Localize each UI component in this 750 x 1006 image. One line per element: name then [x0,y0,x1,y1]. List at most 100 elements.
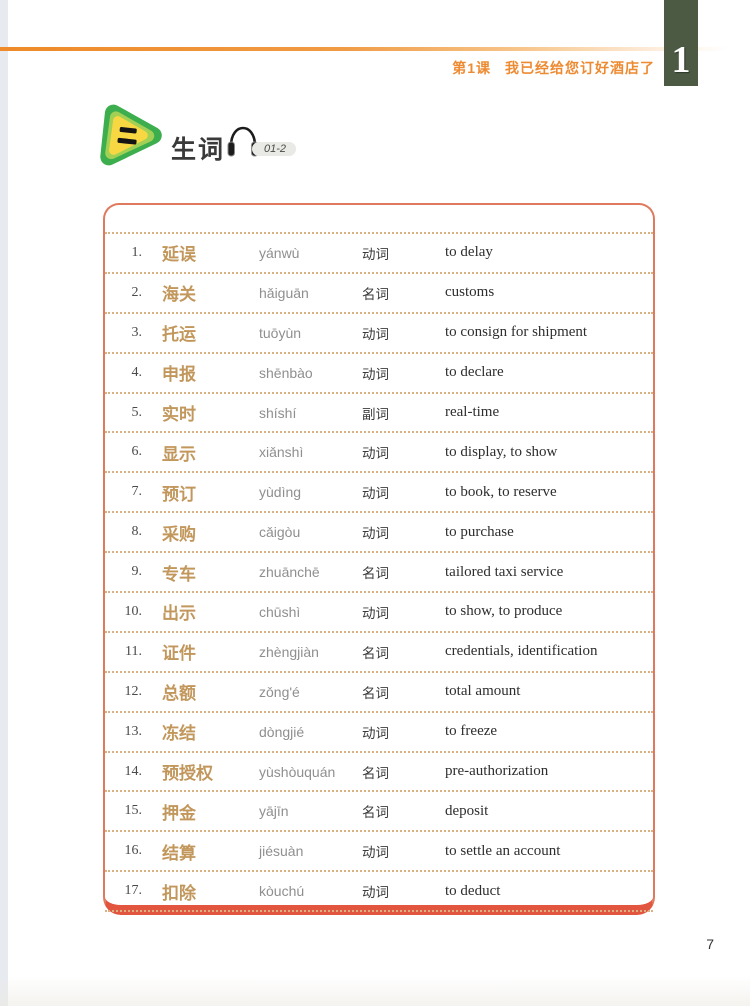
vocab-part-of-speech: 动词 [362,326,389,342]
vocab-word-chinese: 证件 [162,644,196,664]
vocab-word-chinese: 海关 [162,285,196,305]
vocab-number: 14. [124,763,143,779]
vocab-part-of-speech: 名词 [362,765,389,781]
vocab-word-chinese: 总额 [162,684,196,704]
vocab-row: 13. 冻结 dòngjié 动词 to freeze [105,710,653,751]
vocab-part-of-speech: 名词 [362,645,389,661]
vocab-english-meaning: to delay [445,244,493,261]
audio-track-label: 01-2 [252,142,297,156]
vocab-part-of-speech: 动词 [362,526,389,542]
vocab-english-meaning: to declare [445,364,504,381]
vocab-number: 10. [124,603,143,619]
vocab-number: 6. [131,444,143,460]
vocab-english-meaning: real-time [445,404,500,420]
vocab-word-chinese: 预订 [162,484,196,504]
vocab-pinyin: yánwù [259,244,300,261]
vocab-pinyin: chūshì [259,603,301,620]
vocab-word-chinese: 托运 [162,325,196,345]
vocab-row: 6. 显示 xiǎnshì 动词 to display, to show [105,431,653,471]
vocab-row: 7. 预订 yùdìng 动词 to book, to reserve [105,471,653,511]
vocab-pinyin: kòuchú [259,883,305,900]
vocab-number: 13. [124,723,143,739]
vocab-part-of-speech: 动词 [362,885,389,901]
vocab-part-of-speech: 名词 [362,566,389,582]
page-bottom-shading [0,976,750,1006]
vocab-row: 3. 托运 tuōyùn 动词 to consign for shipment [105,311,653,352]
vocab-number: 5. [131,404,143,420]
vocab-row: 16. 结算 jiésuàn 动词 to settle an account [105,830,653,870]
vocab-pinyin: cǎigòu [259,524,301,541]
vocab-number: 9. [131,564,143,580]
vocab-number: 7. [131,484,143,500]
vocab-word-chinese: 押金 [162,803,196,823]
vocab-pinyin: yùshòuquán [259,763,336,780]
vocab-row: 1. 延误 yánwù 动词 to delay [105,232,653,272]
vocab-number: 3. [131,324,143,340]
vocab-row: 2. 海关 hǎiguān 名词 customs [105,271,653,312]
vocab-row: 9. 专车 zhuānchē 名词 tailored taxi service [105,551,653,591]
vocab-number: 1. [131,244,143,260]
vocab-pinyin: yājīn [259,803,289,820]
vocab-table: 1. 延误 yánwù 动词 to delay 2. 海关 hǎiguān 名词… [103,203,655,915]
vocab-english-meaning: to settle an account [445,842,561,859]
vocab-number: 17. [124,883,143,899]
vocab-pinyin: xiǎnshì [259,444,304,461]
vocab-pinyin: dòngjié [259,723,305,740]
vocab-pinyin: zhuānchē [259,564,320,581]
vocab-word-chinese: 采购 [162,524,196,544]
vocab-english-meaning: credentials, identification [445,643,598,660]
vocab-part-of-speech: 名词 [362,286,389,302]
vocab-number: 15. [124,803,143,819]
vocab-word-chinese: 专车 [162,564,196,584]
vocab-english-meaning: to freeze [445,723,498,740]
vocab-english-meaning: to show, to produce [445,603,563,620]
vocab-english-meaning: customs [445,284,495,301]
vocab-part-of-speech: 动词 [362,486,389,502]
unit-number: 1 [671,39,691,81]
vocab-pinyin: yùdìng [259,484,302,501]
vocab-word-chinese: 扣除 [162,883,196,903]
vocab-part-of-speech: 名词 [362,805,389,821]
vocab-word-chinese: 结算 [162,843,196,863]
vocab-part-of-speech: 动词 [362,725,389,741]
vocab-part-of-speech: 副词 [362,406,389,422]
unit-tab: 1 [664,0,698,86]
vocab-english-meaning: to display, to show [445,443,558,460]
vocab-word-chinese: 出示 [162,604,196,624]
vocab-word-chinese: 冻结 [162,724,196,744]
vocab-row: 10. 出示 chūshì 动词 to show, to produce [105,591,653,631]
vocab-english-meaning: tailored taxi service [445,563,564,580]
vocab-english-meaning: to consign for shipment [445,324,588,341]
vocab-pinyin: jiésuàn [259,843,304,860]
vocab-english-meaning: deposit [445,802,489,819]
vocab-row: 17. 扣除 kòuchú 动词 to deduct [105,870,653,910]
vocab-english-meaning: pre-authorization [445,763,549,780]
vocab-part-of-speech: 名词 [362,685,389,701]
vocab-part-of-speech: 动词 [362,845,389,861]
vocab-row: 12. 总额 zǒng'é 名词 total amount [105,670,653,711]
section-title: 生词 [171,136,226,164]
vocab-pinyin: tuōyùn [259,324,302,341]
vocab-row: 11. 证件 zhèngjiàn 名词 credentials, identif… [105,630,653,671]
vocab-english-meaning: total amount [445,683,521,700]
lesson-title: 我已经给您订好酒店了 [505,60,655,76]
vocab-number: 12. [124,683,143,699]
page-edge-strip [0,0,8,1006]
vocab-number: 4. [131,364,143,380]
vocab-pinyin: shēnbào [259,364,313,381]
vocab-rows: 1. 延误 yánwù 动词 to delay 2. 海关 hǎiguān 名词… [105,232,653,910]
vocab-row: 15. 押金 yājīn 名词 deposit [105,790,653,830]
vocab-number: 2. [131,284,143,300]
vocab-pinyin: hǎiguān [259,284,309,301]
vocab-pinyin: zhèngjiàn [259,643,319,660]
vocab-part-of-speech: 动词 [362,246,389,262]
vocab-row: 14. 预授权 yùshòuquán 名词 pre-authorization [105,750,653,791]
audio-indicator: 01-2 [224,122,334,164]
vocab-english-meaning: to purchase [445,523,514,540]
vocab-number: 8. [131,524,143,540]
table-bottom-rule [105,910,653,913]
vocab-row: 5. 实时 shíshí 副词 real-time [105,391,653,432]
vocab-row: 4. 申报 shēnbào 动词 to declare [105,351,653,392]
vocab-pinyin: shíshí [259,404,297,421]
vocab-english-meaning: to deduct [445,882,501,899]
